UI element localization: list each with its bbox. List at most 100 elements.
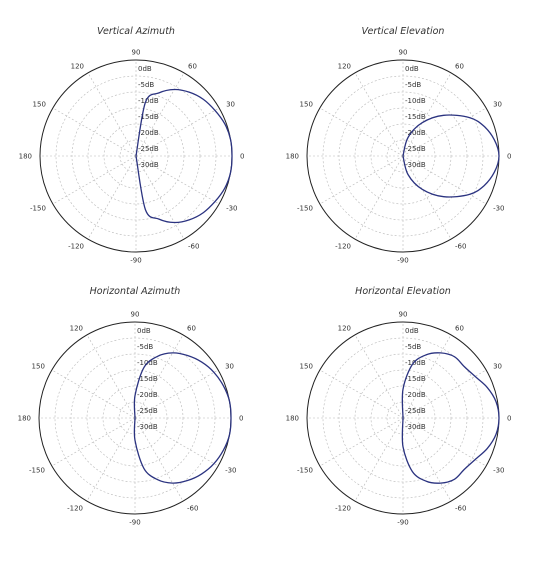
angle-tick-label: -30 xyxy=(225,467,236,475)
grid-spoke xyxy=(402,417,452,502)
db-tick-label: -25dB xyxy=(137,407,158,415)
angle-tick-label: 60 xyxy=(455,62,464,70)
radiation-pattern-trace xyxy=(402,114,500,198)
db-tick-label: 0dB xyxy=(405,65,419,73)
angle-tick-label: 120 xyxy=(70,324,83,332)
db-tick-label: -25dB xyxy=(405,407,426,415)
angle-tick-label: 60 xyxy=(455,324,464,332)
angle-tick-label: -120 xyxy=(67,505,83,513)
grid-spoke xyxy=(134,334,184,419)
angle-tick-label: -150 xyxy=(29,467,45,475)
grid-spoke xyxy=(319,369,404,419)
angle-tick-label: -150 xyxy=(297,205,313,213)
angle-tick-label: 0 xyxy=(507,415,511,423)
angle-tick-label: 90 xyxy=(399,49,408,57)
grid-spoke xyxy=(51,369,136,419)
angle-tick-label: 0 xyxy=(507,153,511,161)
grid-spoke xyxy=(135,72,185,157)
angle-tick-label: 90 xyxy=(131,311,140,319)
db-tick-label: -30dB xyxy=(405,423,426,431)
db-tick-label: -20dB xyxy=(405,129,426,137)
grid-spoke xyxy=(319,155,404,205)
angle-tick-label: 150 xyxy=(33,101,46,109)
angle-tick-label: -90 xyxy=(129,519,140,527)
angle-tick-label: -60 xyxy=(188,243,199,251)
angle-tick-label: 120 xyxy=(338,324,351,332)
grid-spoke xyxy=(134,417,184,502)
angle-tick-label: 180 xyxy=(286,153,299,161)
grid-spoke xyxy=(402,334,452,419)
db-tick-label: -10dB xyxy=(405,97,426,105)
angle-tick-label: -120 xyxy=(68,243,84,251)
db-tick-label: 0dB xyxy=(137,327,151,335)
grid-spoke xyxy=(402,107,487,157)
db-tick-label: -15dB xyxy=(405,113,426,121)
db-tick-label: -5dB xyxy=(137,343,153,351)
grid-spoke xyxy=(402,72,452,157)
angle-tick-label: 30 xyxy=(225,363,234,371)
grid-spoke xyxy=(402,417,487,467)
db-tick-label: -20dB xyxy=(137,391,158,399)
chart-title: Horizontal Azimuth xyxy=(89,286,181,297)
db-tick-label: -30dB xyxy=(137,423,158,431)
chart-title: Horizontal Elevation xyxy=(355,286,451,297)
grid-spoke xyxy=(319,107,404,157)
db-tick-label: -5dB xyxy=(405,343,421,351)
grid-spoke xyxy=(319,417,404,467)
angle-tick-label: -90 xyxy=(397,257,408,265)
grid-spoke xyxy=(52,155,137,205)
db-tick-label: -30dB xyxy=(138,161,159,169)
grid-spoke xyxy=(354,155,404,240)
angle-tick-label: -120 xyxy=(335,243,351,251)
db-tick-label: -20dB xyxy=(405,391,426,399)
angle-tick-label: 0 xyxy=(239,415,243,423)
angle-tick-label: 180 xyxy=(18,415,31,423)
grid-spoke xyxy=(134,417,219,467)
chart-title: Vertical Azimuth xyxy=(97,26,175,37)
angle-tick-label: 180 xyxy=(286,415,299,423)
angle-tick-label: 120 xyxy=(338,62,351,70)
db-tick-label: 0dB xyxy=(405,327,419,335)
angle-tick-label: 0 xyxy=(240,153,244,161)
angle-tick-label: 60 xyxy=(187,324,196,332)
grid-spoke xyxy=(354,417,404,502)
db-tick-label: 0dB xyxy=(138,65,152,73)
angle-tick-label: -30 xyxy=(493,205,504,213)
angle-tick-label: -120 xyxy=(335,505,351,513)
angle-tick-label: 150 xyxy=(300,363,313,371)
db-tick-label: -15dB xyxy=(137,375,158,383)
db-tick-label: -25dB xyxy=(405,145,426,153)
angle-tick-label: 120 xyxy=(71,62,84,70)
db-tick-label: -5dB xyxy=(405,81,421,89)
grid-spoke xyxy=(87,72,137,157)
angle-tick-label: -90 xyxy=(130,257,141,265)
db-tick-label: -30dB xyxy=(405,161,426,169)
angle-tick-label: -150 xyxy=(297,467,313,475)
chart-title: Vertical Elevation xyxy=(361,26,445,37)
angle-tick-label: 30 xyxy=(493,363,502,371)
db-tick-label: -5dB xyxy=(138,81,154,89)
angle-tick-label: 90 xyxy=(132,49,141,57)
angle-tick-label: -30 xyxy=(493,467,504,475)
angle-tick-label: -30 xyxy=(226,205,237,213)
angle-tick-label: -90 xyxy=(397,519,408,527)
angle-tick-label: 60 xyxy=(188,62,197,70)
angle-tick-label: -60 xyxy=(187,505,198,513)
angle-tick-label: 90 xyxy=(399,311,408,319)
grid-spoke xyxy=(402,155,487,205)
db-tick-label: -15dB xyxy=(405,375,426,383)
grid-spoke xyxy=(52,107,137,157)
db-tick-label: -20dB xyxy=(138,129,159,137)
grid-spoke xyxy=(135,155,220,205)
angle-tick-label: -60 xyxy=(455,505,466,513)
grid-spoke xyxy=(86,334,136,419)
radiation-pattern-trace xyxy=(401,352,500,484)
radiation-pattern-trace xyxy=(133,352,232,484)
